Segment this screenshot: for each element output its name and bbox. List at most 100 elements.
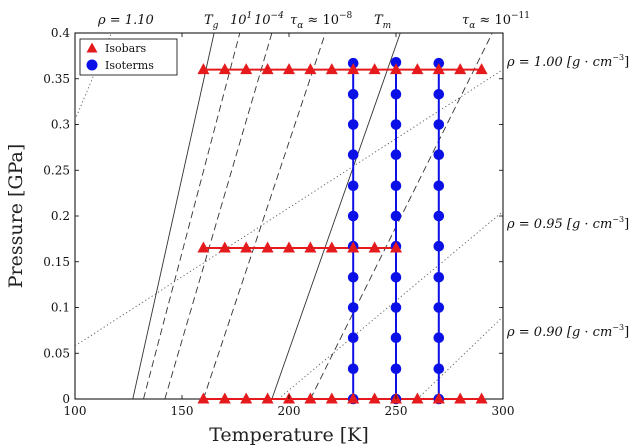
- annotation-rho-110: ρ = 1.10: [97, 13, 154, 28]
- annotation-rho-100: ρ = 1.00 [g · cm−3]: [506, 53, 629, 70]
- isoterm-point-2-10: [433, 89, 445, 100]
- legend-label-isobars: Isobars: [105, 42, 146, 55]
- isoterm-point-1-1: [390, 363, 402, 375]
- isobar-point-1-2: [240, 241, 253, 253]
- isobar-point-2-5: [304, 63, 317, 75]
- annotation-rho-090: ρ = 0.90 [g · cm−3]: [506, 323, 629, 340]
- x-tick-label-3: 250: [385, 404, 408, 418]
- density-lines: [75, 33, 503, 399]
- annotation-rho-095: ρ = 0.95 [g · cm−3]: [506, 215, 629, 232]
- annotation-tau-8-base: τ: [290, 13, 298, 28]
- isoterm-point-1-7: [390, 180, 402, 192]
- annotation-tg-sub: g: [213, 21, 219, 31]
- y-tick-label-7: 0.35: [43, 72, 70, 86]
- isobar-point-2-0: [197, 63, 210, 75]
- isobar-point-1-7: [347, 241, 360, 253]
- isobar-point-1-9: [390, 241, 402, 253]
- isobar-point-0-13: [475, 392, 488, 404]
- axis-ticks: 100 150 200 250 300 0 0.05 0.1 0.15 0.2 0.25 0.3 0.3…: [43, 26, 514, 418]
- isoterm-point-1-4: [390, 272, 402, 283]
- isoterm-point-1-11: [390, 56, 402, 68]
- annotation-10-1-sup: 1: [247, 11, 253, 21]
- reference-line-0: [132, 33, 215, 399]
- x-tick-label-2: 200: [278, 404, 301, 418]
- y-tick-label-5: 0.25: [43, 163, 70, 177]
- isobar-point-1-1: [218, 241, 231, 253]
- isobar-point-0-3: [261, 392, 274, 404]
- y-tick-label-6: 0.3: [51, 118, 70, 132]
- isoterm-point-2-4: [433, 272, 445, 283]
- isoterm-point-0-6: [347, 210, 359, 222]
- isoterm-point-1-9: [390, 119, 402, 130]
- annotation-tau-8-sub: α: [297, 21, 303, 31]
- isoterm-point-0-8: [347, 149, 359, 160]
- annotation-rho-100-base: ρ = 1.00 [g · cm: [506, 55, 612, 70]
- x-tick-label-0: 100: [64, 404, 87, 418]
- legend: Isobars Isoterms: [79, 38, 178, 76]
- density-line-3: [417, 316, 503, 399]
- annotation-rho-100-bracket: ]: [624, 55, 629, 70]
- isobar-point-2-12: [454, 63, 467, 75]
- annotation-tm: Tm: [374, 13, 391, 31]
- isobar-point-2-9: [390, 63, 402, 75]
- reference-line-3: [202, 33, 326, 399]
- annotation-tau-8: τα ≈ 10−8: [290, 11, 353, 31]
- isoterm-point-1-2: [390, 332, 402, 343]
- isobar-point-2-1: [218, 63, 231, 75]
- density-line-2: [278, 211, 503, 399]
- isobar-point-2-4: [283, 63, 295, 75]
- annotation-rho-095-bracket: ]: [624, 217, 629, 232]
- annotation-rho-090-base: ρ = 0.90 [g · cm: [506, 325, 612, 340]
- isobar-point-0-5: [304, 392, 317, 404]
- annotation-tau-8-sup: −8: [339, 11, 353, 21]
- y-tick-label-4: 0.2: [51, 209, 70, 223]
- annotation-rho-090-sup: −3: [612, 323, 624, 332]
- annotation-rho-090-bracket: ]: [624, 325, 629, 340]
- annotation-tm-sub: m: [383, 21, 392, 31]
- legend-marker-isoterms: [86, 59, 98, 71]
- isobar-point-2-2: [240, 63, 253, 75]
- annotation-tm-base: T: [374, 13, 384, 28]
- isobar-point-2-3: [261, 63, 274, 75]
- isobar-point-0-6: [325, 392, 338, 404]
- isoterm-point-2-8: [433, 149, 445, 160]
- isoterm-point-2-9: [433, 119, 445, 130]
- y-tick-label-3: 0.15: [43, 255, 70, 269]
- isobar-point-2-6: [325, 63, 338, 75]
- isoterm-point-1-8: [390, 149, 402, 160]
- isoterm-point-2-7: [433, 180, 445, 192]
- density-line-1: [75, 69, 503, 347]
- x-axis-title: Temperature [K]: [209, 424, 369, 446]
- isobar-point-1-5: [304, 241, 317, 253]
- isobar-point-2-7: [347, 63, 360, 75]
- isoterm-point-2-3: [433, 302, 445, 313]
- isoterm-point-0-7: [347, 180, 359, 192]
- isobar-point-0-12: [454, 392, 467, 404]
- isobar-point-1-6: [325, 241, 338, 253]
- isoterm-point-2-2: [433, 332, 445, 343]
- y-tick-label-2: 0.1: [51, 301, 70, 315]
- legend-marker-isobars: [86, 42, 98, 53]
- isobar-point-2-11: [432, 63, 445, 75]
- annotation-tau-11-rest: ≈ 10: [475, 13, 511, 28]
- reference-lines: [132, 33, 493, 399]
- isobar-point-2-10: [411, 63, 424, 75]
- annotation-tau-8-rest: ≈ 10: [303, 13, 339, 28]
- annotation-rho-100-sup: −3: [612, 53, 624, 62]
- y-tick-label-8: 0.4: [51, 26, 70, 40]
- annotation-tg: Tg: [204, 13, 219, 31]
- isoterm-point-2-1: [433, 363, 445, 375]
- annotation-10-4-sup: −4: [271, 11, 285, 21]
- isobar-point-1-4: [283, 241, 295, 253]
- isobar-point-0-2: [240, 392, 253, 404]
- isoterm-point-2-5: [433, 240, 445, 252]
- annotation-tau-11-sup: −11: [511, 11, 530, 21]
- isoterm-point-1-3: [390, 302, 402, 313]
- annotation-10-4: 10−4: [254, 11, 284, 28]
- isobar-point-0-8: [368, 392, 381, 404]
- isoterm-point-1-6: [390, 210, 402, 222]
- annotation-10-4-base: 10: [254, 13, 271, 28]
- reference-line-2: [164, 33, 273, 399]
- series-layer: [197, 56, 488, 405]
- isoterm-point-0-4: [347, 272, 359, 283]
